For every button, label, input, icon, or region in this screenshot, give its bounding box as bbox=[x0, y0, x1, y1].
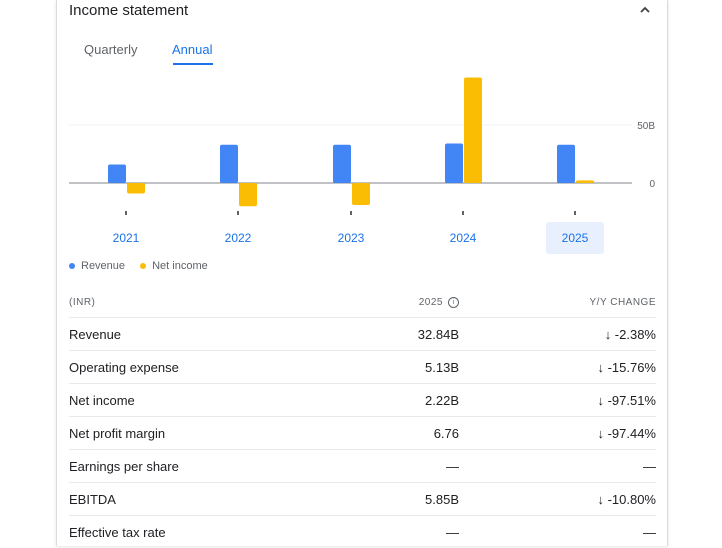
row-value: — bbox=[349, 516, 459, 548]
row-change: ↓ -2.38% bbox=[459, 318, 656, 351]
row-label: Revenue bbox=[69, 318, 349, 351]
bar-revenue-2024 bbox=[445, 144, 463, 183]
row-value: 32.84B bbox=[349, 318, 459, 351]
year-header-label: 2025 bbox=[419, 297, 443, 308]
row-value: 2.22B bbox=[349, 384, 459, 417]
table-header-row: (INR) 2025 i Y/Y CHANGE bbox=[69, 288, 656, 318]
bar-net-income-2024 bbox=[464, 77, 482, 183]
row-value: 5.13B bbox=[349, 351, 459, 384]
row-change: — bbox=[459, 450, 656, 483]
change-header: Y/Y CHANGE bbox=[459, 288, 656, 318]
legend-item-revenue: Revenue bbox=[69, 260, 125, 272]
x-tick-label-2021[interactable]: 2021 bbox=[113, 231, 140, 245]
income-chart: 50B 0 2021 2022 2023 2024 2025 bbox=[57, 0, 667, 280]
row-change: ↓ -97.51% bbox=[459, 384, 656, 417]
y-tick-label: 0 bbox=[649, 179, 655, 190]
bar-revenue-2025 bbox=[557, 145, 575, 183]
row-value: 5.85B bbox=[349, 483, 459, 516]
row-label: Effective tax rate bbox=[69, 516, 349, 548]
table-row: Operating expense 5.13B ↓ -15.76% bbox=[69, 351, 656, 384]
row-value: 6.76 bbox=[349, 417, 459, 450]
row-change: ↓ -10.80% bbox=[459, 483, 656, 516]
x-tick-label-2024[interactable]: 2024 bbox=[450, 231, 477, 245]
row-change: ↓ -15.76% bbox=[459, 351, 656, 384]
row-value: — bbox=[349, 450, 459, 483]
bar-net-income-2023 bbox=[352, 183, 370, 205]
bar-revenue-2022 bbox=[220, 145, 238, 183]
row-label: Earnings per share bbox=[69, 450, 349, 483]
x-tick-label-2023[interactable]: 2023 bbox=[338, 231, 365, 245]
table-row: Net profit margin 6.76 ↓ -97.44% bbox=[69, 417, 656, 450]
x-tick-mark bbox=[125, 211, 127, 215]
table-row: Revenue 32.84B ↓ -2.38% bbox=[69, 318, 656, 351]
bar-net-income-2025 bbox=[576, 180, 594, 183]
x-tick-mark bbox=[350, 211, 352, 215]
row-label: EBITDA bbox=[69, 483, 349, 516]
row-change: — bbox=[459, 516, 656, 548]
income-table: (INR) 2025 i Y/Y CHANGE Revenue 32.84B ↓ … bbox=[69, 288, 656, 548]
x-tick-label-2025[interactable]: 2025 bbox=[562, 231, 589, 245]
info-icon[interactable]: i bbox=[448, 297, 459, 308]
bar-revenue-2023 bbox=[333, 145, 351, 183]
row-label: Operating expense bbox=[69, 351, 349, 384]
x-tick-mark bbox=[462, 211, 464, 215]
chart-legend: Revenue Net income bbox=[69, 260, 220, 272]
bar-revenue-2021 bbox=[108, 164, 126, 183]
bar-net-income-2022 bbox=[239, 183, 257, 206]
row-label: Net profit margin bbox=[69, 417, 349, 450]
row-change: ↓ -97.44% bbox=[459, 417, 656, 450]
table-row: Effective tax rate — — bbox=[69, 516, 656, 548]
x-tick-mark bbox=[237, 211, 239, 215]
x-tick-mark bbox=[574, 211, 576, 215]
y-tick-label: 50B bbox=[637, 121, 655, 132]
row-label: Net income bbox=[69, 384, 349, 417]
table-row: Net income 2.22B ↓ -97.51% bbox=[69, 384, 656, 417]
legend-dot-net-income bbox=[140, 263, 146, 269]
table-row: Earnings per share — — bbox=[69, 450, 656, 483]
legend-dot-revenue bbox=[69, 263, 75, 269]
legend-label-net-income: Net income bbox=[152, 260, 208, 272]
legend-label-revenue: Revenue bbox=[81, 260, 125, 272]
table-row: EBITDA 5.85B ↓ -10.80% bbox=[69, 483, 656, 516]
x-tick-label-2022[interactable]: 2022 bbox=[225, 231, 252, 245]
currency-header: (INR) bbox=[69, 288, 349, 318]
bar-net-income-2021 bbox=[127, 183, 145, 193]
legend-item-net-income: Net income bbox=[140, 260, 208, 272]
year-header: 2025 i bbox=[349, 288, 459, 318]
